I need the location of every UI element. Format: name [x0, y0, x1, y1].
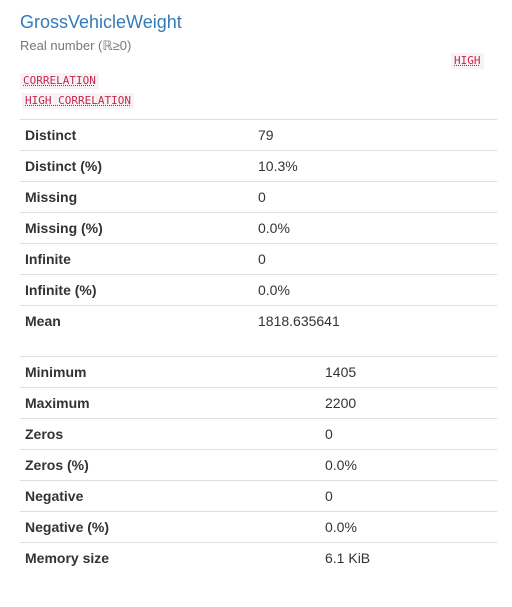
table-row: Negative (%) 0.0% — [20, 511, 497, 543]
table-row: Negative 0 — [20, 480, 497, 512]
table-row: Mean 1818.635641 — [20, 305, 497, 337]
stat-label: Maximum — [20, 387, 320, 419]
stat-value: 0.0% — [253, 274, 497, 306]
table-row: Distinct 79 — [20, 119, 497, 151]
stat-label: Minimum — [20, 356, 320, 388]
stat-value: 1405 — [320, 356, 497, 388]
stat-label: Missing — [20, 181, 253, 213]
stat-label: Infinite — [20, 243, 253, 275]
table-row: Missing (%) 0.0% — [20, 212, 497, 244]
stat-value: 1818.635641 — [253, 305, 497, 337]
variable-type-label: Real number (ℝ≥0) — [20, 38, 132, 53]
summary-stats-table: Distinct 79 Distinct (%) 10.3% Missing 0… — [20, 119, 497, 337]
stat-value: 0 — [253, 243, 497, 275]
stat-label: Negative — [20, 480, 320, 512]
table-row: Distinct (%) 10.3% — [20, 150, 497, 182]
stat-label: Distinct — [20, 119, 253, 151]
stat-value: 6.1 KiB — [320, 542, 497, 574]
table-row: Memory size 6.1 KiB — [20, 542, 497, 574]
table-row: Minimum 1405 — [20, 356, 497, 388]
stat-label: Infinite (%) — [20, 274, 253, 306]
stat-value: 10.3% — [253, 150, 497, 182]
stat-label: Negative (%) — [20, 511, 320, 543]
stat-value: 0 — [320, 480, 497, 512]
high-correlation-badge-top[interactable]: HIGH — [451, 53, 484, 69]
high-correlation-badge-top-continued[interactable]: CORRELATION — [20, 73, 99, 89]
table-row: Maximum 2200 — [20, 387, 497, 419]
stat-value: 0 — [253, 181, 497, 213]
range-stats-table: Minimum 1405 Maximum 2200 Zeros 0 Zeros … — [20, 356, 497, 574]
table-row: Infinite 0 — [20, 243, 497, 275]
variable-name-link[interactable]: GrossVehicleWeight — [20, 12, 182, 32]
stat-label: Zeros — [20, 418, 320, 450]
stat-label: Distinct (%) — [20, 150, 253, 182]
table-row: Infinite (%) 0.0% — [20, 274, 497, 306]
stat-label: Missing (%) — [20, 212, 253, 244]
stat-label: Memory size — [20, 542, 320, 574]
stat-value: 0 — [320, 418, 497, 450]
stat-value: 0.0% — [320, 511, 497, 543]
stat-value: 0.0% — [320, 449, 497, 481]
stat-value: 2200 — [320, 387, 497, 419]
stat-value: 79 — [253, 119, 497, 151]
table-row: Zeros 0 — [20, 418, 497, 450]
high-correlation-badge[interactable]: HIGH CORRELATION — [22, 93, 134, 109]
stat-label: Mean — [20, 305, 253, 337]
table-row: Missing 0 — [20, 181, 497, 213]
stat-label: Zeros (%) — [20, 449, 320, 481]
stat-value: 0.0% — [253, 212, 497, 244]
table-row: Zeros (%) 0.0% — [20, 449, 497, 481]
